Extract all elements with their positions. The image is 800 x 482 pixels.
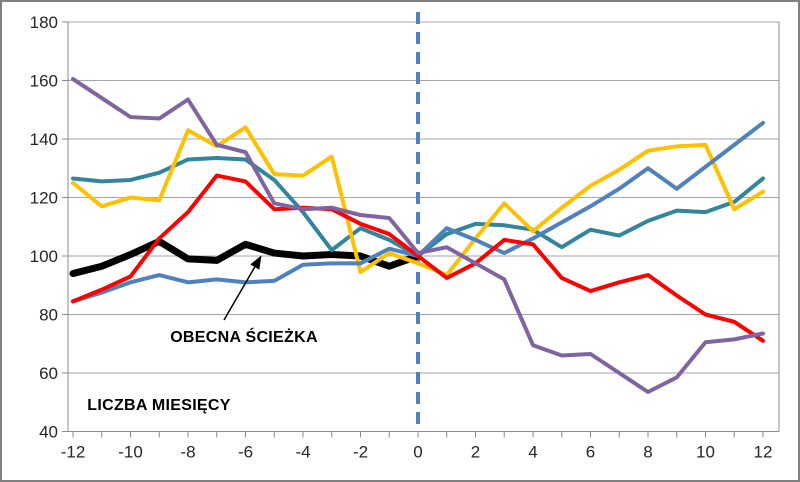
current-path-arrow	[223, 255, 262, 321]
x-tick-label--12: -12	[61, 443, 86, 462]
obecna-sciezka-line	[69, 237, 422, 278]
x-tick-label--8: -8	[180, 443, 195, 462]
x-tick-label-4: 4	[528, 443, 537, 462]
months-axis-label: LICZBA MIESIĘCY	[87, 397, 231, 414]
x-tick-label-2: 2	[471, 443, 480, 462]
y-tick-label-140: 140	[30, 130, 58, 149]
y-tick-label-100: 100	[30, 247, 58, 266]
x-tick-label-10: 10	[696, 443, 715, 462]
series-red-line	[71, 173, 765, 343]
current-path-label: OBECNA ŚCIEŻKA	[170, 329, 318, 346]
y-tick-label-160: 160	[30, 72, 58, 91]
x-tick-label-8: 8	[643, 443, 652, 462]
x-tick-label--10: -10	[118, 443, 143, 462]
y-tick-label-80: 80	[39, 306, 58, 325]
y-tick-label-60: 60	[39, 364, 58, 383]
y-tick-label-40: 40	[39, 423, 58, 442]
series-yellow-line	[71, 125, 765, 278]
x-tick-label-12: 12	[754, 443, 773, 462]
x-tick-label--4: -4	[295, 443, 310, 462]
x-tick-label-0: 0	[413, 443, 422, 462]
x-tick-label--2: -2	[353, 443, 368, 462]
y-tick-label-180: 180	[30, 13, 58, 32]
y-tick-label-120: 120	[30, 189, 58, 208]
x-tick-label--6: -6	[238, 443, 253, 462]
series-purple-line	[71, 77, 765, 395]
x-tick-label-6: 6	[586, 443, 595, 462]
